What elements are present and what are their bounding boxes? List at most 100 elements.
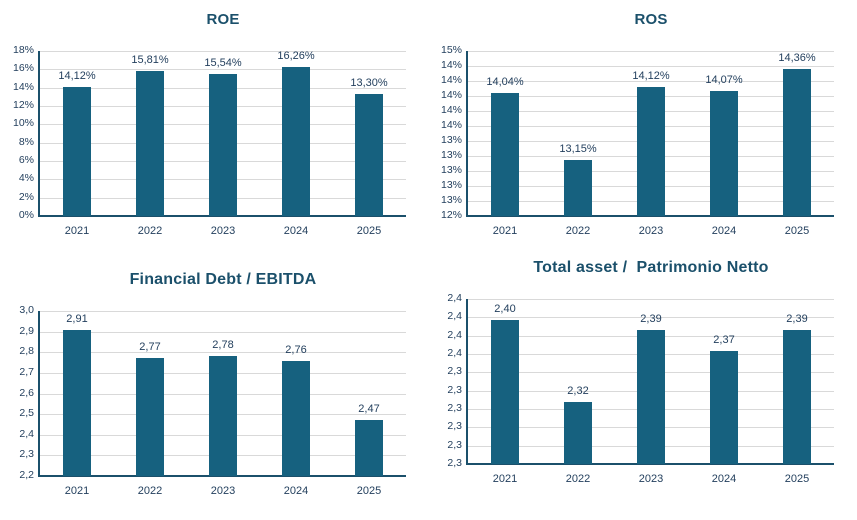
y-tick-label: 2,3: [447, 420, 462, 432]
bar-2023: [209, 74, 237, 216]
y-tick-label: 3,0: [19, 304, 34, 316]
x-axis-line: [468, 463, 834, 465]
value-label-2023: 15,54%: [204, 57, 242, 69]
bar-2022: [564, 402, 592, 464]
x-tick-label-2023: 2023: [210, 485, 236, 497]
gridline: [40, 69, 406, 70]
bar-2021: [491, 320, 519, 464]
x-tick-label-2024: 2024: [711, 225, 737, 237]
value-label-2024: 2,76: [285, 344, 307, 356]
value-label-2021: 14,12%: [58, 70, 96, 82]
bar-2022: [136, 358, 164, 476]
gridline: [468, 81, 834, 82]
bar-2024: [710, 91, 738, 216]
value-label-2021: 2,40: [494, 303, 516, 315]
y-tick-label: 10%: [12, 117, 34, 129]
gridline: [468, 317, 834, 318]
value-label-2024: 14,07%: [705, 74, 743, 86]
value-label-2022: 15,81%: [131, 54, 169, 66]
chart-canvas-ros: 15% 14% 14% 14% 14% 14% 13% 13% 13% 13% 13% 12% 14,0…: [428, 0, 857, 260]
x-tick-label-2022: 2022: [565, 473, 591, 485]
value-label-2024: 2,37: [713, 334, 735, 346]
bar-2025: [783, 69, 811, 216]
bar-2021: [63, 87, 91, 216]
y-tick-label: 14%: [440, 74, 462, 86]
y-tick-label: 4%: [18, 172, 34, 184]
y-tick-label: 2,4: [447, 347, 462, 359]
y-tick-label: 2,3: [447, 384, 462, 396]
bar-2023: [209, 356, 237, 476]
y-axis-line: [466, 299, 468, 465]
chart-ros: ROS 15% 14% 14% 14% 14% 14% 13% 13% 13% 13% 13% 12%…: [428, 0, 857, 260]
value-label-2025: 13,30%: [350, 77, 388, 89]
bar-2025: [355, 420, 383, 476]
bar-2023: [637, 87, 665, 216]
chart-title-roe: ROE: [206, 11, 240, 28]
x-tick-label-2025: 2025: [356, 485, 382, 497]
value-label-2021: 14,04%: [486, 76, 524, 88]
value-label-2023: 14,12%: [632, 70, 670, 82]
value-label-2025: 2,39: [786, 313, 808, 325]
x-tick-label-2021: 2021: [492, 473, 518, 485]
y-tick-label: 2%: [18, 191, 34, 203]
x-tick-label-2025: 2025: [784, 473, 810, 485]
y-tick-label: 13%: [440, 164, 462, 176]
gridline: [468, 51, 834, 52]
y-tick-label: 13%: [440, 149, 462, 161]
y-tick-label: 13%: [440, 194, 462, 206]
x-axis-line: [468, 215, 834, 217]
x-tick-label-2021: 2021: [64, 485, 90, 497]
y-tick-label: 18%: [12, 44, 34, 56]
y-tick-label: 6%: [18, 154, 34, 166]
value-label-2023: 2,39: [640, 313, 662, 325]
y-tick-label: 14%: [440, 59, 462, 71]
y-tick-label: 15%: [440, 44, 462, 56]
y-tick-label: 2,2: [19, 469, 34, 481]
x-tick-label-2024: 2024: [711, 473, 737, 485]
value-label-2024: 16,26%: [277, 50, 315, 62]
bar-2023: [637, 330, 665, 464]
gridline: [40, 352, 406, 353]
x-tick-label-2023: 2023: [210, 225, 236, 237]
bar-2025: [355, 94, 383, 216]
chart-canvas-roe: 18% 16% 14% 12% 10% 8% 6% 4% 2% 0% 14,12% 2021 15,81…: [0, 0, 428, 260]
y-tick-label: 12%: [440, 209, 462, 221]
y-tick-label: 14%: [440, 89, 462, 101]
bar-2022: [136, 71, 164, 216]
value-label-2021: 2,91: [66, 313, 88, 325]
y-tick-label: 2,4: [447, 310, 462, 322]
bar-2024: [710, 351, 738, 464]
bar-2021: [63, 330, 91, 476]
x-tick-label-2023: 2023: [638, 225, 664, 237]
y-tick-label: 2,6: [19, 387, 34, 399]
y-tick-label: 2,4: [19, 428, 34, 440]
gridline: [40, 311, 406, 312]
bar-2025: [783, 330, 811, 464]
bar-2024: [282, 67, 310, 216]
chart-financial-debt-ebitda: Financial Debt / EBITDA 3,0 2,9 2,8 2,7 2,6 2…: [0, 260, 428, 520]
y-tick-label: 14%: [440, 104, 462, 116]
chart-canvas-total-asset-patrimonio-netto: 2,4 2,4 2,4 2,4 2,3 2,3 2,3 2,3 2,3 2,3 2,40 2021 2,…: [428, 248, 857, 508]
value-label-2023: 2,78: [212, 339, 234, 351]
gridline: [40, 332, 406, 333]
x-tick-label-2022: 2022: [137, 225, 163, 237]
value-label-2025: 14,36%: [778, 52, 816, 64]
gridline: [40, 51, 406, 52]
y-axis-line: [38, 311, 40, 477]
y-tick-label: 8%: [18, 136, 34, 148]
y-tick-label: 13%: [440, 134, 462, 146]
chart-total-asset-patrimonio-netto: Total asset / Patrimonio Netto 2,4 2,4 2,4…: [428, 259, 857, 520]
y-axis-line: [38, 51, 40, 217]
x-tick-label-2024: 2024: [283, 485, 309, 497]
gridline: [468, 66, 834, 67]
y-tick-label: 2,8: [19, 345, 34, 357]
y-tick-label: 2,3: [447, 439, 462, 451]
x-tick-label-2024: 2024: [283, 225, 309, 237]
y-tick-label: 2,5: [19, 407, 34, 419]
y-tick-label: 14%: [440, 119, 462, 131]
x-tick-label-2021: 2021: [492, 225, 518, 237]
value-label-2022: 2,77: [139, 341, 161, 353]
value-label-2022: 2,32: [567, 385, 589, 397]
y-tick-label: 2,3: [447, 365, 462, 377]
